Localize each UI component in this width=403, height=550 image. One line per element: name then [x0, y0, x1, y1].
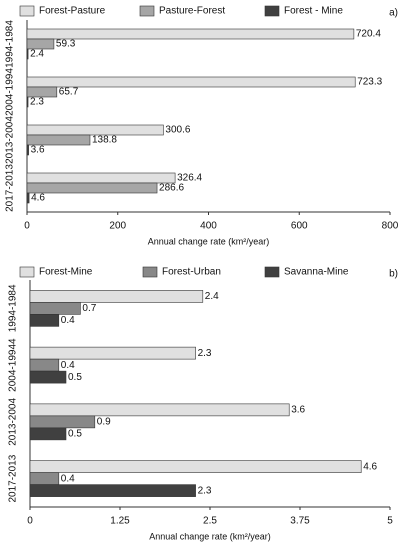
legend-swatch [142, 266, 158, 278]
y-tick-label: 2013-2004 [8, 398, 19, 446]
value-label: 3.6 [291, 405, 305, 416]
legend-label: Forest-Mine [39, 267, 93, 278]
bar [29, 302, 81, 315]
x-axis-label: Annual change rate (km²/year) [149, 531, 271, 541]
value-label: 59.3 [56, 39, 76, 50]
y-tick-label: 2004-19944 [8, 338, 19, 392]
bar [26, 172, 176, 184]
value-label: 138.8 [92, 135, 117, 146]
value-label: 720.4 [356, 29, 381, 40]
x-tick-label: 3.75 [290, 516, 310, 527]
legend-label: Forest-Pasture [39, 6, 106, 17]
bar [26, 76, 356, 88]
legend-label: Forest - Mine [284, 6, 343, 17]
bar [26, 182, 158, 194]
value-label: 0.4 [61, 473, 75, 484]
x-tick-label: 0 [27, 516, 33, 527]
y-tick-label: 2017-2013 [8, 454, 19, 502]
x-tick-label: 1.25 [110, 516, 130, 527]
bar [29, 472, 60, 485]
bar [29, 427, 67, 441]
value-label: 0.5 [68, 372, 82, 383]
legend-swatch [264, 5, 280, 17]
x-tick-label: 400 [200, 221, 217, 232]
bar [29, 314, 60, 327]
y-tick-label: 1994-1984 [8, 284, 19, 332]
bar [26, 86, 58, 98]
x-tick-label: 0 [24, 221, 30, 232]
value-label: 0.4 [61, 315, 75, 326]
value-label: 2.3 [30, 97, 44, 108]
bar [26, 48, 29, 60]
panel-label: a) [389, 8, 398, 19]
bar [26, 192, 30, 204]
bar [29, 370, 67, 384]
x-tick-label: 800 [382, 221, 399, 232]
value-label: 3.6 [31, 145, 45, 156]
value-label: 300.6 [165, 125, 190, 136]
y-tick-label: 2004-1994 [5, 68, 16, 116]
value-label: 286.6 [159, 183, 184, 194]
bar [26, 38, 55, 50]
legend-swatch [264, 266, 280, 278]
value-label: 0.9 [97, 417, 111, 428]
bar [29, 358, 60, 372]
bar [26, 124, 164, 136]
value-label: 0.7 [82, 303, 96, 314]
panel-label: b) [389, 269, 398, 280]
value-label: 4.6 [31, 193, 45, 204]
x-axis-label: Annual change rate (km²/year) [148, 236, 270, 246]
value-label: 0.5 [68, 429, 82, 440]
value-label: 2.4 [205, 291, 219, 302]
bar [29, 290, 204, 303]
bar [26, 134, 91, 146]
value-label: 723.3 [357, 77, 382, 88]
value-label: 65.7 [59, 87, 79, 98]
legend-label: Forest-Urban [162, 267, 221, 278]
x-tick-label: 200 [109, 221, 126, 232]
value-label: 2.3 [198, 348, 212, 359]
value-label: 2.4 [30, 49, 44, 60]
y-tick-label: 2013-2004 [5, 116, 16, 164]
bar [29, 484, 196, 497]
x-tick-label: 600 [291, 221, 308, 232]
bar [26, 144, 29, 156]
y-tick-label: 2017-2013 [5, 164, 16, 212]
x-tick-label: 2.5 [203, 516, 217, 527]
x-tick-label: 5 [387, 516, 393, 527]
value-label: 2.3 [198, 485, 212, 496]
legend-swatch [139, 5, 155, 17]
y-tick-label: 1994-1984 [5, 20, 16, 68]
bar [29, 460, 362, 473]
bar [29, 403, 290, 417]
legend-swatch [19, 266, 35, 278]
legend-swatch [19, 5, 35, 17]
bar [29, 415, 96, 429]
legend-label: Savanna-Mine [284, 267, 349, 278]
bar [26, 28, 355, 40]
bar [29, 346, 196, 360]
legend-label: Pasture-Forest [159, 6, 225, 17]
value-label: 0.4 [61, 360, 75, 371]
bar [26, 96, 29, 108]
value-label: 326.4 [177, 173, 202, 184]
value-label: 4.6 [363, 461, 377, 472]
